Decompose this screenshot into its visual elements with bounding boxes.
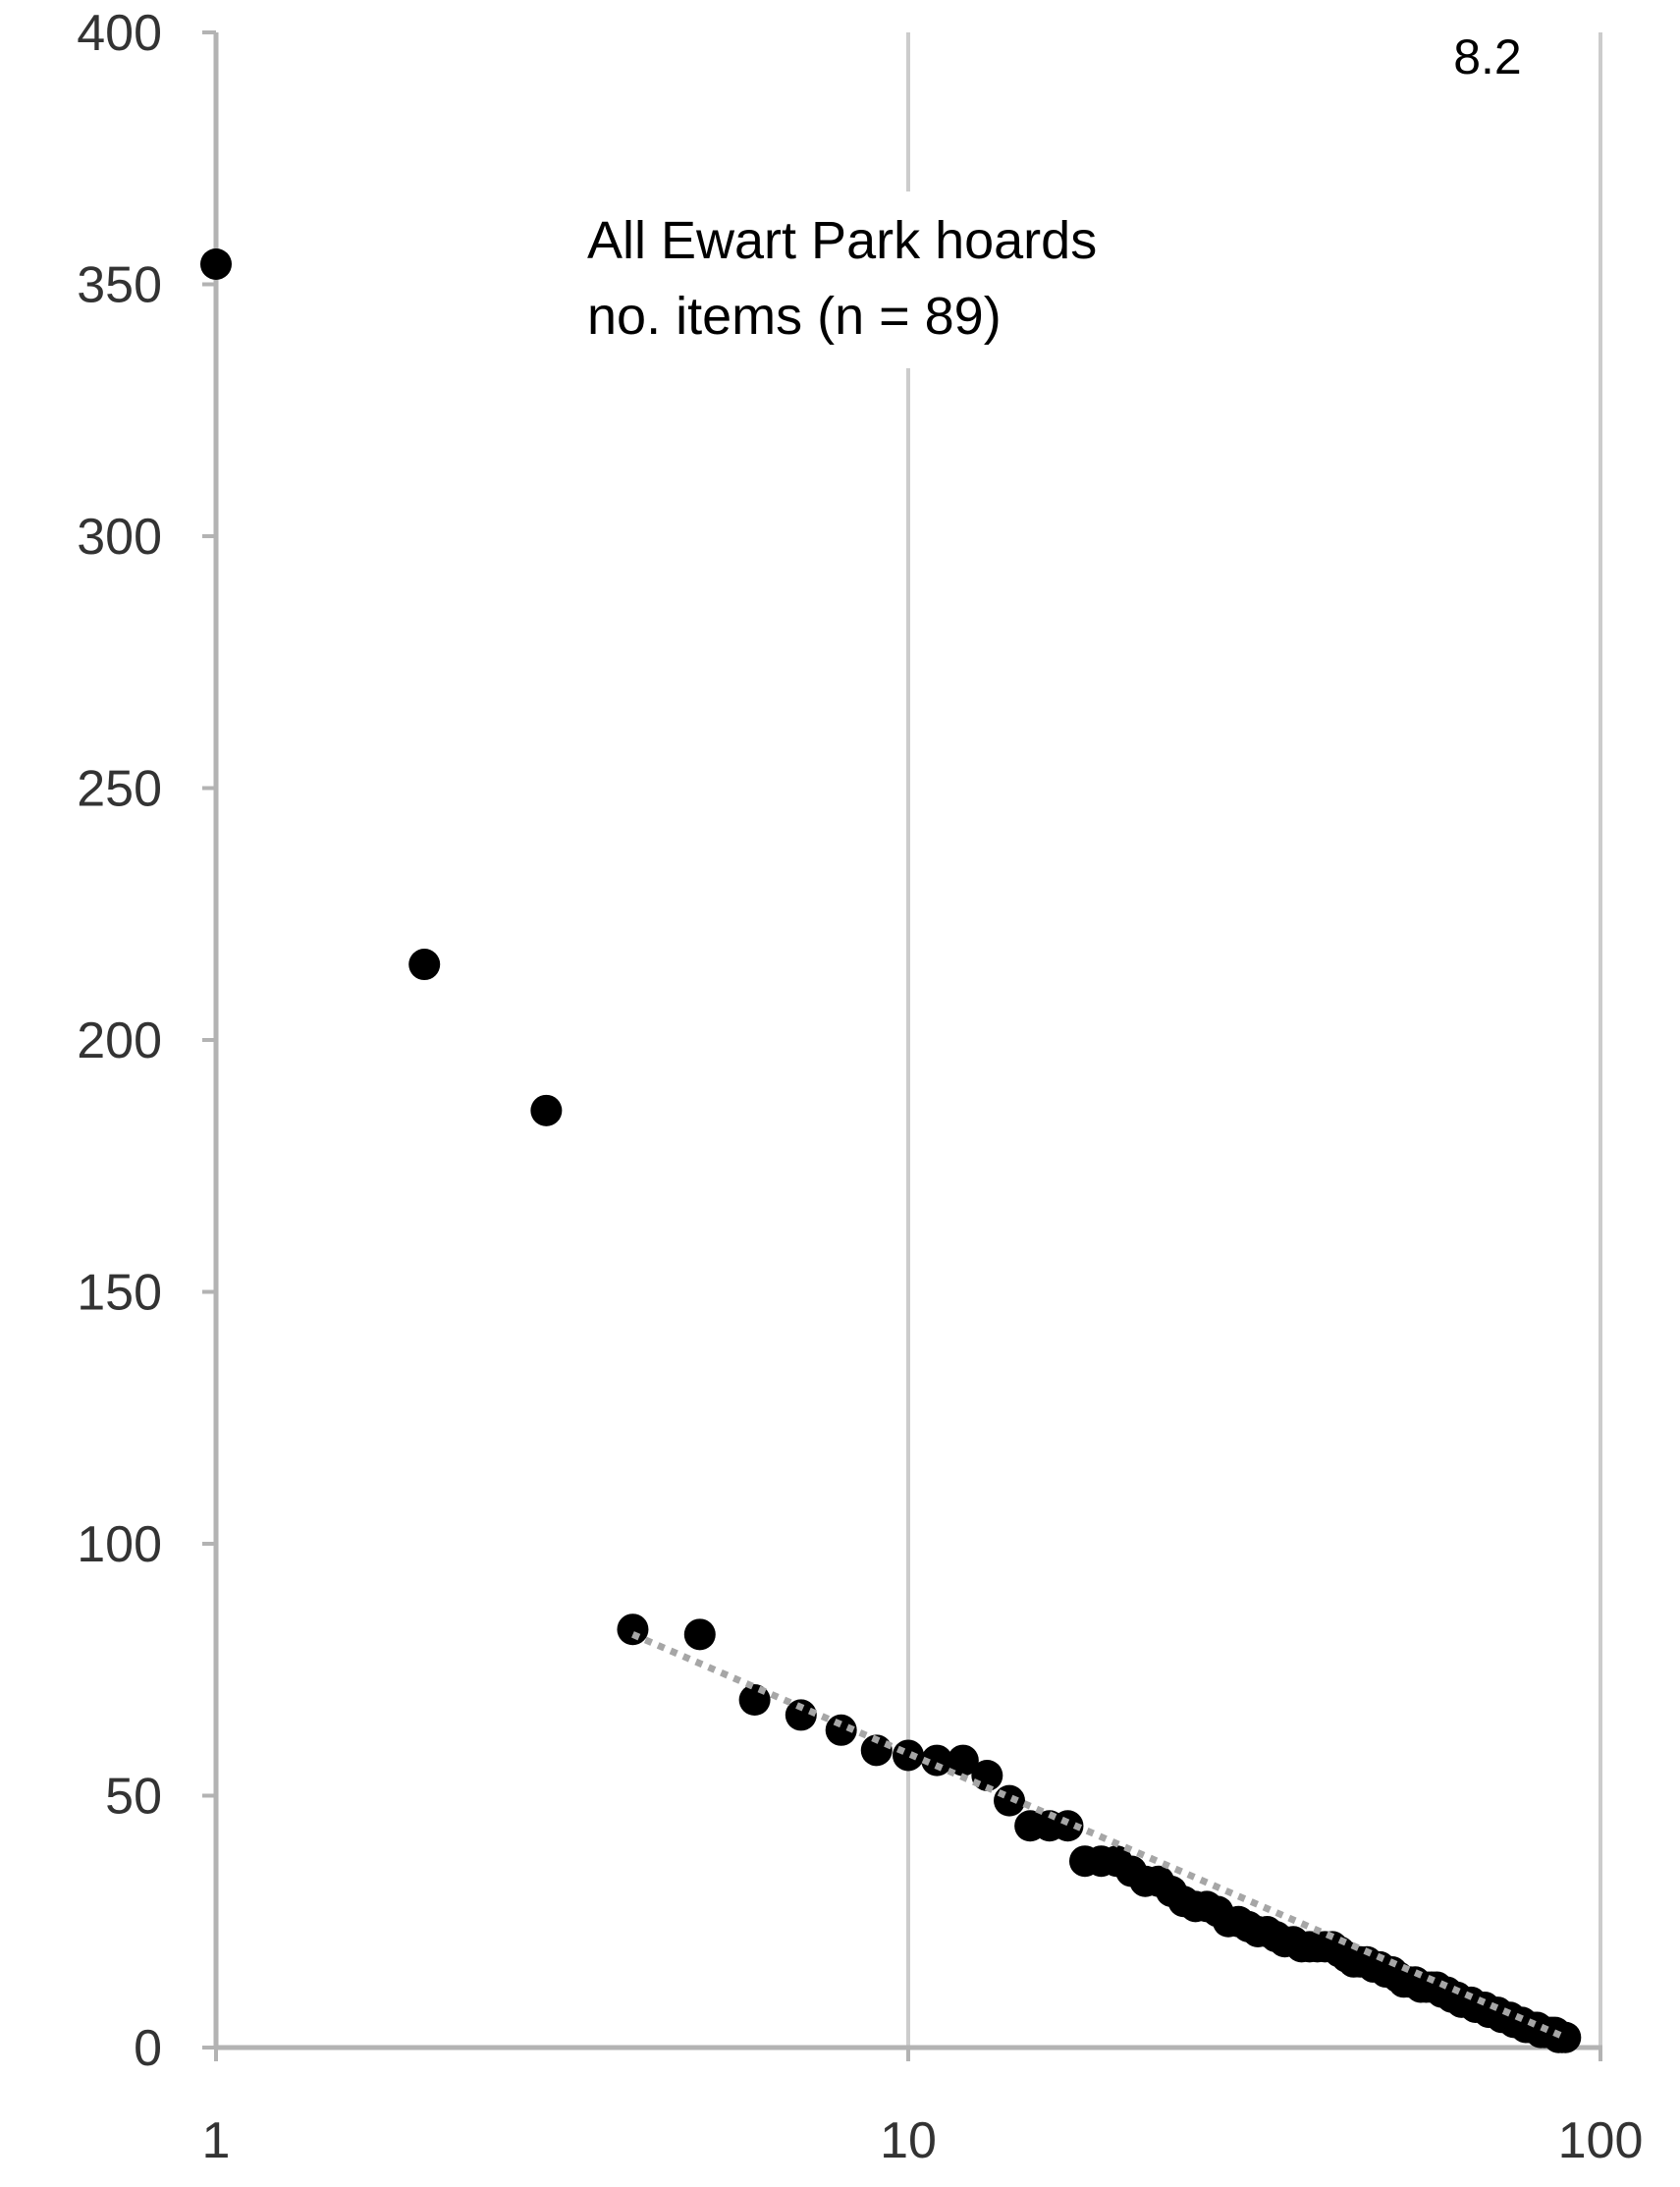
data-point <box>893 1739 924 1772</box>
x-tick-label: 100 <box>1558 2112 1644 2169</box>
data-point <box>1052 1810 1084 1842</box>
data-point <box>617 1613 649 1646</box>
data-point <box>947 1744 979 1777</box>
annotation-background <box>574 191 1183 368</box>
data-point <box>921 1744 953 1777</box>
y-tick-labels: 0 50 100 150 200 250 300 350 400 <box>77 5 162 2077</box>
x-tick-label: 1 <box>202 2112 231 2169</box>
y-tick-label: 350 <box>77 257 162 314</box>
data-points <box>200 247 1582 2053</box>
x-tick-labels: 1 10 100 <box>202 2112 1644 2169</box>
y-tick-label: 200 <box>77 1012 162 1069</box>
annotation-line-1: All Ewart Park hoards <box>587 211 1097 270</box>
y-tick-label: 100 <box>77 1516 162 1573</box>
y-tick-label: 250 <box>77 761 162 818</box>
data-point <box>994 1784 1026 1817</box>
data-point <box>825 1714 857 1746</box>
data-point <box>860 1734 893 1767</box>
data-point <box>530 1094 563 1126</box>
data-point <box>408 949 441 981</box>
annotation-line-2: no. items (n = 89) <box>587 287 1002 346</box>
data-point <box>785 1699 817 1731</box>
data-point <box>1549 2021 1582 2053</box>
y-tick-label: 300 <box>77 509 162 566</box>
y-tick-label: 400 <box>77 5 162 62</box>
y-tick-label: 150 <box>77 1265 162 1322</box>
y-tick-label: 0 <box>134 2020 162 2077</box>
axes <box>202 30 1602 2061</box>
trendline <box>631 1631 1567 2041</box>
data-point <box>683 1618 716 1651</box>
panel-label: 8.2 <box>1453 29 1522 84</box>
y-tick-label: 50 <box>105 1769 162 1826</box>
data-point <box>200 247 232 280</box>
x-tick-label: 10 <box>880 2112 937 2169</box>
